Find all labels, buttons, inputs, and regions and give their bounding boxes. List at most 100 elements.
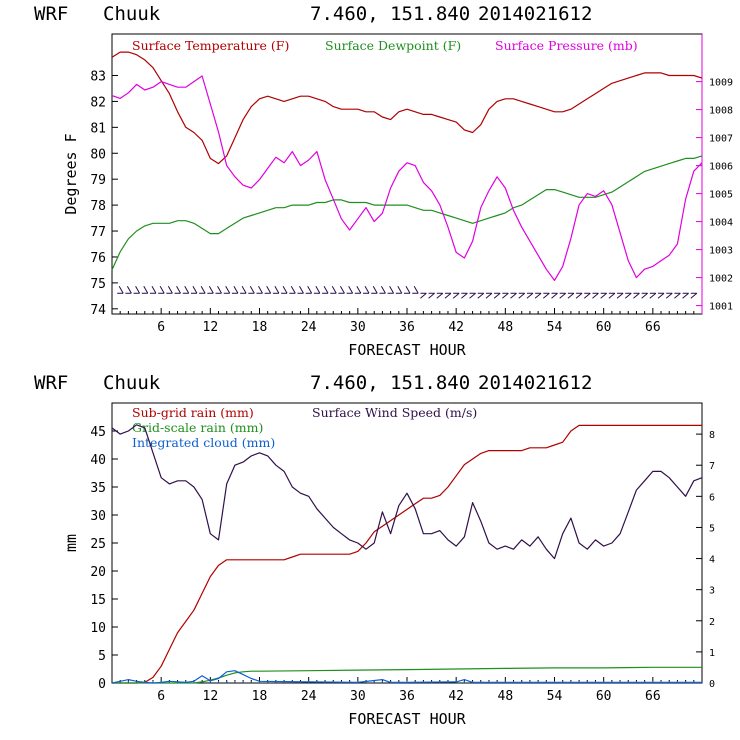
x-tick-label: 66 — [645, 320, 661, 335]
legend-temperature: Surface Temperature (F) — [132, 38, 289, 53]
wind-barb-flag — [192, 286, 198, 294]
surface-dewpoint-f-line — [111, 155, 703, 271]
y2-tick-label: 3 — [709, 586, 715, 597]
y2-tick-label: 1004 — [709, 218, 733, 229]
x-tick-label: 12 — [203, 320, 219, 335]
chart2-model: WRF — [34, 372, 68, 394]
legend-dewpoint: Surface Dewpoint (F) — [325, 38, 461, 53]
wind-barb-flag — [461, 292, 468, 299]
wind-barb-flag — [551, 292, 558, 299]
wind-barb-flag — [200, 286, 206, 294]
wind-barb-flag — [159, 286, 165, 294]
wind-barb-flag — [608, 292, 616, 299]
wind-barb-flag — [469, 292, 476, 299]
x-tick-label: 60 — [596, 689, 612, 704]
wind-barb-flag — [258, 286, 263, 294]
wind-barb-flag — [444, 292, 452, 299]
chart1-series — [111, 51, 703, 281]
wind-barb-flag — [641, 292, 648, 299]
chart2-ylabel: mm — [62, 534, 80, 552]
wind-barb-flag — [405, 286, 411, 294]
wind-barb-flag — [624, 292, 632, 299]
legend-integrated-cloud: Integrated cloud (mm) — [132, 435, 275, 450]
wind-barb-flag — [518, 292, 526, 299]
surface-pressure-mb-line — [111, 75, 703, 281]
y-tick-label: 77 — [90, 225, 106, 240]
wind-barb-flag — [493, 292, 501, 299]
wind-barb-flag — [690, 292, 698, 299]
y2-tick-label: 1006 — [709, 162, 733, 173]
wind-barb-flag — [665, 292, 673, 299]
wind-barb-flag — [282, 286, 288, 294]
y2-tick-label: 1002 — [709, 274, 733, 285]
y2-tick-label: 1001 — [709, 302, 733, 313]
x-tick-label: 36 — [399, 320, 415, 335]
wind-barb-flag — [428, 292, 435, 299]
x-tick-label: 30 — [350, 320, 366, 335]
wind-barb-flag — [682, 292, 689, 299]
x-tick-label: 36 — [399, 689, 415, 704]
chart1-plot-frame — [111, 33, 703, 315]
y2-tick-label: 0 — [709, 679, 715, 690]
wind-barb-flag — [510, 292, 517, 299]
x-tick-label: 66 — [645, 689, 661, 704]
wind-barb-flag — [233, 286, 239, 294]
wind-barb-flag — [348, 286, 354, 294]
y-tick-label: 82 — [90, 95, 106, 110]
wind-barb-flag — [135, 286, 141, 294]
x-tick-label: 18 — [252, 689, 268, 704]
wind-barb-flag — [249, 286, 255, 294]
integrated-cloud-mm-line — [111, 670, 702, 684]
chart1-station: Chuuk — [103, 3, 161, 25]
chart2-init: 2014021612 — [478, 372, 592, 394]
wind-barb-flag — [208, 286, 214, 294]
wind-barb-flag — [420, 292, 427, 299]
wind-barb-flag — [372, 286, 378, 294]
wind-barb-flag — [452, 292, 460, 299]
chart2-station: Chuuk — [103, 372, 161, 394]
legend-subgrid-rain: Sub-grid rain (mm) — [132, 405, 254, 420]
surface-wind-speed-m-s-line — [111, 424, 703, 560]
y2-tick-label: 1003 — [709, 246, 733, 257]
chart2-series — [111, 424, 703, 684]
y2-tick-label: 1005 — [709, 190, 733, 201]
y-tick-label: 74 — [90, 303, 106, 318]
y2-tick-label: 1007 — [709, 134, 733, 145]
wind-barb-flag — [397, 286, 403, 294]
chart2-y-ticks: 0 5 10 15 20 25 30 35 40 45 — [90, 425, 118, 692]
wind-barb-flag — [526, 292, 534, 299]
wind-barb-flag — [225, 286, 231, 294]
x-tick-label: 48 — [498, 689, 514, 704]
wind-barb-flag — [583, 292, 591, 299]
surface-temperature-f-line — [111, 51, 703, 165]
y-tick-label: 5 — [98, 649, 106, 664]
chart2-xlabel: FORECAST HOUR — [348, 710, 466, 728]
x-tick-label: 54 — [547, 320, 563, 335]
y2-tick-label: 7 — [709, 461, 715, 472]
wind-barb-flag — [331, 286, 337, 294]
y2-tick-label: 6 — [709, 492, 715, 503]
wind-barb-flag — [575, 292, 583, 299]
y2-tick-label: 1 — [709, 648, 715, 659]
y-tick-label: 30 — [90, 509, 106, 524]
y-tick-label: 40 — [90, 453, 106, 468]
x-tick-label: 6 — [157, 320, 165, 335]
chart1-x-ticks: 6 12 18 24 30 36 42 48 54 60 66 — [119, 308, 695, 335]
x-tick-label: 42 — [448, 320, 464, 335]
wind-barb-flag — [657, 292, 665, 299]
legend-gridscale-rain: Grid-scale rain (mm) — [132, 420, 263, 435]
wind-barb-flag — [534, 292, 542, 299]
wind-barb-flag — [413, 286, 419, 294]
wind-barb-flag — [307, 286, 313, 294]
wind-barb-flag — [299, 286, 304, 294]
x-tick-label: 48 — [498, 320, 514, 335]
wind-barb-flag — [241, 286, 247, 294]
wind-barb-flag — [176, 286, 181, 294]
wind-barb-flag — [151, 286, 157, 294]
x-tick-label: 54 — [547, 689, 563, 704]
wind-barb-flag — [126, 286, 132, 294]
x-tick-label: 24 — [301, 689, 317, 704]
x-tick-label: 42 — [448, 689, 464, 704]
x-tick-label: 18 — [252, 320, 268, 335]
